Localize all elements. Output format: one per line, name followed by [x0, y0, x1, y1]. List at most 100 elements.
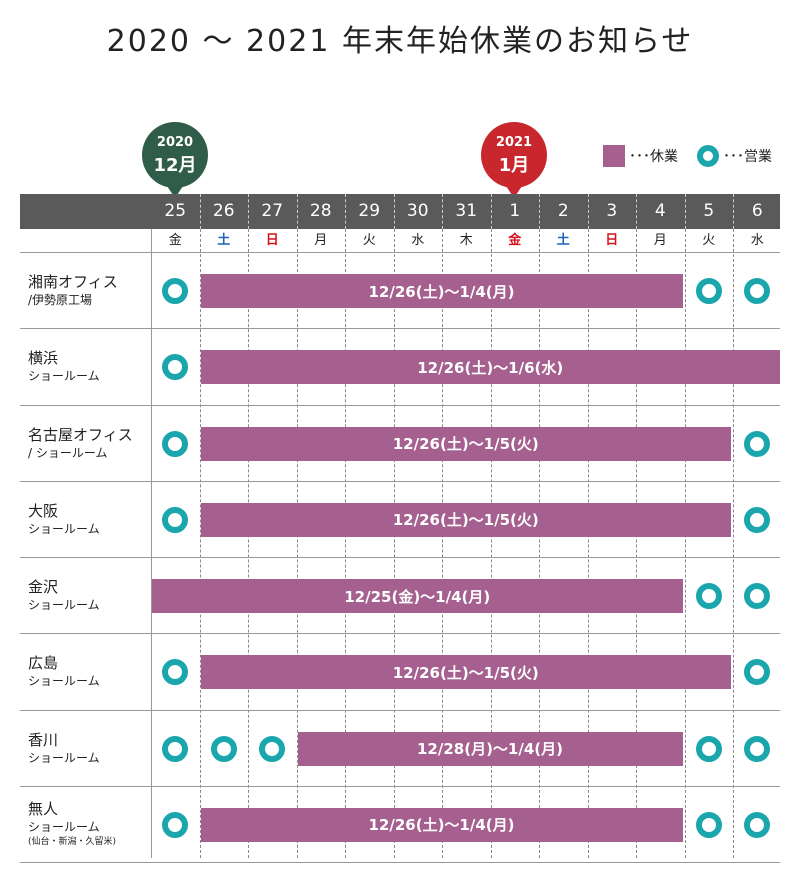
location-name-line2: ショールーム [28, 598, 100, 613]
header-column-line [539, 194, 540, 229]
location-label: 金沢 ショールーム [28, 558, 148, 634]
location-name-line1: 大阪 [28, 501, 59, 520]
open-day-icon [162, 659, 189, 686]
open-day-icon [744, 278, 771, 304]
holiday-period-bar: 12/26(土)～1/4(月) [200, 274, 683, 308]
open-day-icon [744, 583, 771, 609]
open-day-icon [695, 811, 722, 838]
weekday-label: 水 [411, 233, 425, 248]
open-day-icon [259, 735, 286, 762]
location-row: 無人 ショールーム (仙台・新潟・久留米) 12/26(土)～1/4(月) [20, 787, 780, 863]
location-label: 大阪 ショールーム [28, 482, 148, 558]
weekday-label: 金 [508, 233, 522, 248]
weekday-label: 火 [362, 233, 376, 248]
holiday-swatch-icon [603, 145, 625, 167]
day-number: 31 [455, 201, 478, 221]
weekday-label: 日 [265, 233, 279, 248]
open-day-icon [162, 278, 189, 304]
open-day-icon [744, 506, 771, 533]
grid-column-line [636, 229, 637, 858]
open-day-icon [162, 506, 189, 533]
weekday-label: 木 [459, 233, 473, 248]
location-name-line1: 名古屋オフィス [28, 425, 133, 444]
weekday-label: 月 [314, 233, 328, 248]
location-label: 横浜 ショールーム [28, 329, 148, 405]
open-day-icon [744, 735, 771, 762]
day-number: 30 [406, 201, 429, 221]
location-name-line1: 湘南オフィス [28, 273, 118, 292]
header-column-line [636, 194, 637, 229]
location-label: 広島 ショールーム [28, 634, 148, 710]
location-row: 横浜 ショールーム 12/26(土)～1/6(水) [20, 329, 780, 406]
location-label: 名古屋オフィス / ショールーム [28, 406, 148, 482]
open-day-icon [162, 354, 189, 381]
holiday-period-bar: 12/26(土)～1/5(火) [200, 426, 731, 461]
open-day-icon [744, 430, 771, 457]
marker-year: 2021 [495, 135, 533, 150]
grid-column-line [733, 229, 734, 858]
location-row: 香川 ショールーム 12/28(月)～1/4(月) [20, 711, 780, 787]
location-name-line1: 香川 [28, 730, 59, 749]
date-header-bar [20, 194, 780, 229]
weekday-label: 土 [217, 233, 231, 248]
weekday-header-row [20, 229, 780, 253]
page-title: 2020 ～ 2021 年末年始休業のお知らせ [106, 24, 694, 59]
header-column-line [442, 194, 443, 229]
header-column-line [490, 194, 492, 229]
day-number: 27 [261, 201, 284, 221]
location-label: 湘南オフィス/伊勢原工場 [28, 253, 148, 329]
day-number: 5 [703, 201, 715, 221]
location-row: 名古屋オフィス / ショールーム 12/26(土)～1/5(火) [20, 406, 780, 482]
location-name-line1: 金沢 [28, 578, 59, 597]
grid-column-line [587, 229, 589, 858]
grid-column-line [393, 229, 395, 858]
header-column-line [345, 194, 346, 229]
legend-open-label: ･･･営業 [723, 149, 772, 165]
location-label: 香川 ショールーム [28, 711, 148, 787]
marker-month: 1月 [498, 155, 530, 176]
location-row: 湘南オフィス/伊勢原工場 12/26(土)～1/4(月) [20, 253, 780, 330]
location-name-line2: ショールーム [28, 750, 100, 765]
open-day-icon [210, 735, 237, 762]
day-number: 2 [557, 201, 569, 221]
location-name-line3: (仙台・新潟・久留米) [28, 837, 117, 848]
grid-column-line [345, 229, 346, 858]
location-name-line1: 横浜 [28, 349, 59, 368]
day-number: 25 [164, 201, 187, 221]
open-ring-icon [697, 145, 719, 167]
weekday-label: 月 [653, 233, 667, 248]
open-day-icon [162, 811, 189, 838]
header-column-line [393, 194, 395, 229]
weekday-label: 日 [605, 233, 619, 248]
open-day-icon [162, 430, 189, 457]
holiday-schedule-table: 25 金 26 土 27 日 28 月 29 火 30 水 31 木 1 金 2 土 3 日 4 月 5 火 6 水湘南オフィス /… [20, 194, 780, 863]
holiday-period-bar: 12/25(金)～1/4(月) [152, 579, 683, 613]
holiday-period-bar: 12/26(土)～1/5(火) [200, 502, 731, 537]
location-row: 金沢 ショールーム 12/25(金)～1/4(月) [20, 558, 780, 635]
location-name-line1: 広島 [28, 654, 59, 673]
weekday-label: 金 [168, 233, 182, 248]
weekday-label: 火 [702, 233, 716, 248]
month-marker-2020-12: 2020 12月 [142, 122, 208, 198]
location-row: 広島 ショールーム 12/26(土)～1/5(火) [20, 634, 780, 711]
open-day-icon [695, 735, 722, 762]
weekday-label: 土 [556, 233, 570, 248]
location-name-line2: / ショールーム [28, 445, 108, 460]
grid-column-line [199, 229, 201, 858]
grid-column-line [296, 229, 298, 858]
header-column-line [587, 194, 589, 229]
header-column-line [684, 194, 686, 229]
header-column-line [296, 194, 298, 229]
open-day-icon [162, 735, 189, 762]
holiday-period-bar: 12/26(土)～1/6(水) [200, 350, 780, 385]
legend-holiday-label: ･･･休業 [629, 149, 678, 165]
weekday-label: 水 [750, 233, 764, 248]
holiday-period-bar: 12/26(土)～1/5(火) [200, 655, 731, 690]
grid-column-line [151, 229, 152, 858]
location-name-line2: ショールーム [28, 521, 100, 536]
grid-column-line [248, 229, 249, 858]
location-name-line2: ショールーム [28, 820, 100, 835]
day-number: 29 [358, 201, 381, 221]
location-name-line1: 無人 [28, 800, 59, 819]
location-name-line2: /伊勢原工場 [28, 293, 93, 308]
